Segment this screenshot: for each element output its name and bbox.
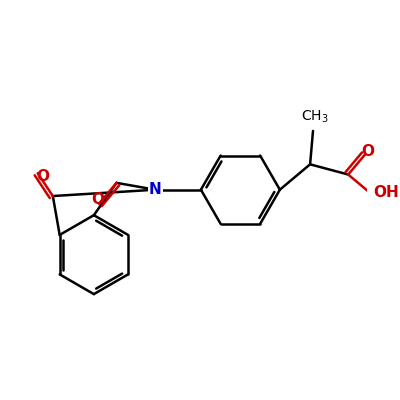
Text: O: O	[91, 192, 104, 207]
Text: N: N	[149, 182, 162, 197]
Text: CH$_3$: CH$_3$	[301, 108, 328, 125]
Text: O: O	[36, 169, 49, 184]
Text: OH: OH	[374, 185, 399, 200]
Text: O: O	[361, 144, 374, 159]
